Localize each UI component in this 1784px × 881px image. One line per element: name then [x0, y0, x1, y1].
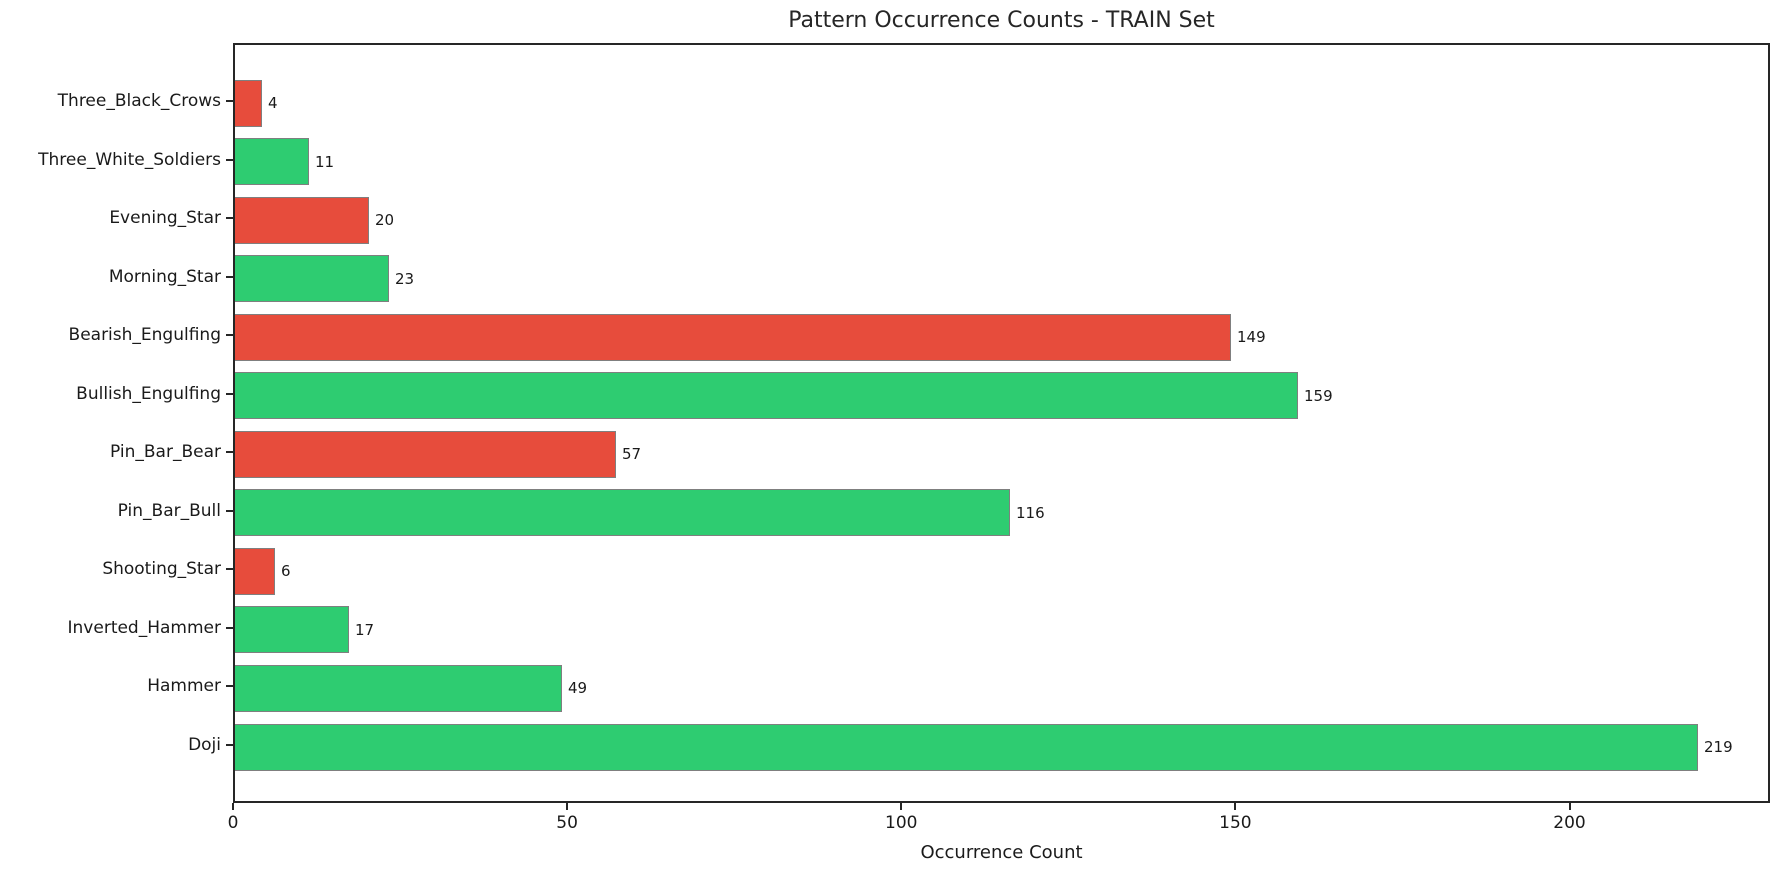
y-tick-mark: [226, 334, 233, 337]
x-tick-label-150: 150: [1219, 813, 1252, 833]
bar-three_black_crows: [235, 79, 262, 127]
value-label-inverted_hammer: 17: [355, 620, 375, 639]
y-tick-mark: [226, 275, 233, 278]
y-tick-mark: [226, 451, 233, 454]
value-label-shooting_star: 6: [281, 562, 291, 581]
y-tick-mark: [226, 100, 233, 102]
x-tick-mark: [232, 803, 234, 810]
bar-morning_star: [235, 255, 389, 303]
value-label-bullish_engulfing: 159: [1304, 386, 1333, 405]
x-tick-mark: [1568, 803, 1571, 810]
bar-pin_bar_bear: [235, 430, 616, 478]
y-tick-label-three_black_crows: Three_Black_Crows: [57, 91, 221, 111]
value-label-doji: 219: [1704, 738, 1733, 756]
bar-bearish_engulfing: [235, 313, 1231, 361]
bar-doji: [235, 723, 1698, 771]
y-tick-label-doji: Doji: [188, 735, 221, 755]
bar-bullish_engulfing: [235, 372, 1298, 420]
x-axis-label: Occurrence Count: [920, 842, 1083, 863]
y-tick-label-inverted_hammer: Inverted_Hammer: [67, 617, 221, 638]
plot-area: 4 11 20 23 149 159 57 116 6 17 49 219: [233, 43, 1770, 803]
bar-hammer: [235, 664, 562, 712]
y-tick-label-pin_bar_bull: Pin_Bar_Bull: [117, 500, 221, 521]
y-tick-mark: [226, 509, 233, 512]
value-label-morning_star: 23: [395, 269, 415, 288]
x-tick-label-200: 200: [1553, 813, 1586, 833]
value-label-pin_bar_bull: 116: [1016, 503, 1045, 522]
x-tick-mark: [566, 803, 569, 810]
value-label-pin_bar_bear: 57: [622, 445, 642, 464]
bar-three_white_soldiers: [235, 138, 309, 186]
y-tick-label-evening_star: Evening_Star: [109, 208, 221, 229]
bar-pin_bar_bull: [235, 489, 1010, 537]
y-tick-label-bullish_engulfing: Bullish_Engulfing: [76, 383, 221, 404]
value-label-hammer: 49: [568, 679, 588, 698]
value-label-three_white_soldiers: 11: [315, 152, 335, 171]
value-label-three_black_crows: 4: [268, 94, 278, 112]
x-tick-mark: [1234, 803, 1237, 810]
y-tick-label-hammer: Hammer: [147, 676, 221, 697]
y-tick-label-three_white_soldiers: Three_White_Soldiers: [38, 149, 221, 170]
value-label-bearish_engulfing: 149: [1237, 328, 1266, 347]
y-tick-mark: [226, 626, 233, 629]
y-tick-mark: [226, 158, 233, 161]
x-tick-label-100: 100: [885, 813, 918, 833]
y-tick-label-shooting_star: Shooting_Star: [102, 559, 221, 580]
y-tick-mark: [226, 744, 233, 746]
bar-shooting_star: [235, 547, 275, 595]
bar-evening_star: [235, 196, 369, 244]
x-tick-label-50: 50: [556, 813, 578, 833]
bar-inverted_hammer: [235, 606, 349, 654]
chart-title: Pattern Occurrence Counts - TRAIN Set: [788, 8, 1215, 33]
x-tick-label-0: 0: [227, 813, 239, 833]
y-tick-label-morning_star: Morning_Star: [108, 266, 221, 287]
y-tick-mark: [226, 685, 233, 688]
y-tick-mark: [226, 392, 233, 395]
x-tick-mark: [900, 803, 903, 810]
y-tick-label-bearish_engulfing: Bearish_Engulfing: [68, 325, 221, 346]
value-label-evening_star: 20: [375, 211, 395, 230]
y-tick-label-pin_bar_bear: Pin_Bar_Bear: [110, 442, 221, 463]
y-tick-mark: [226, 568, 233, 571]
y-tick-mark: [226, 217, 233, 220]
